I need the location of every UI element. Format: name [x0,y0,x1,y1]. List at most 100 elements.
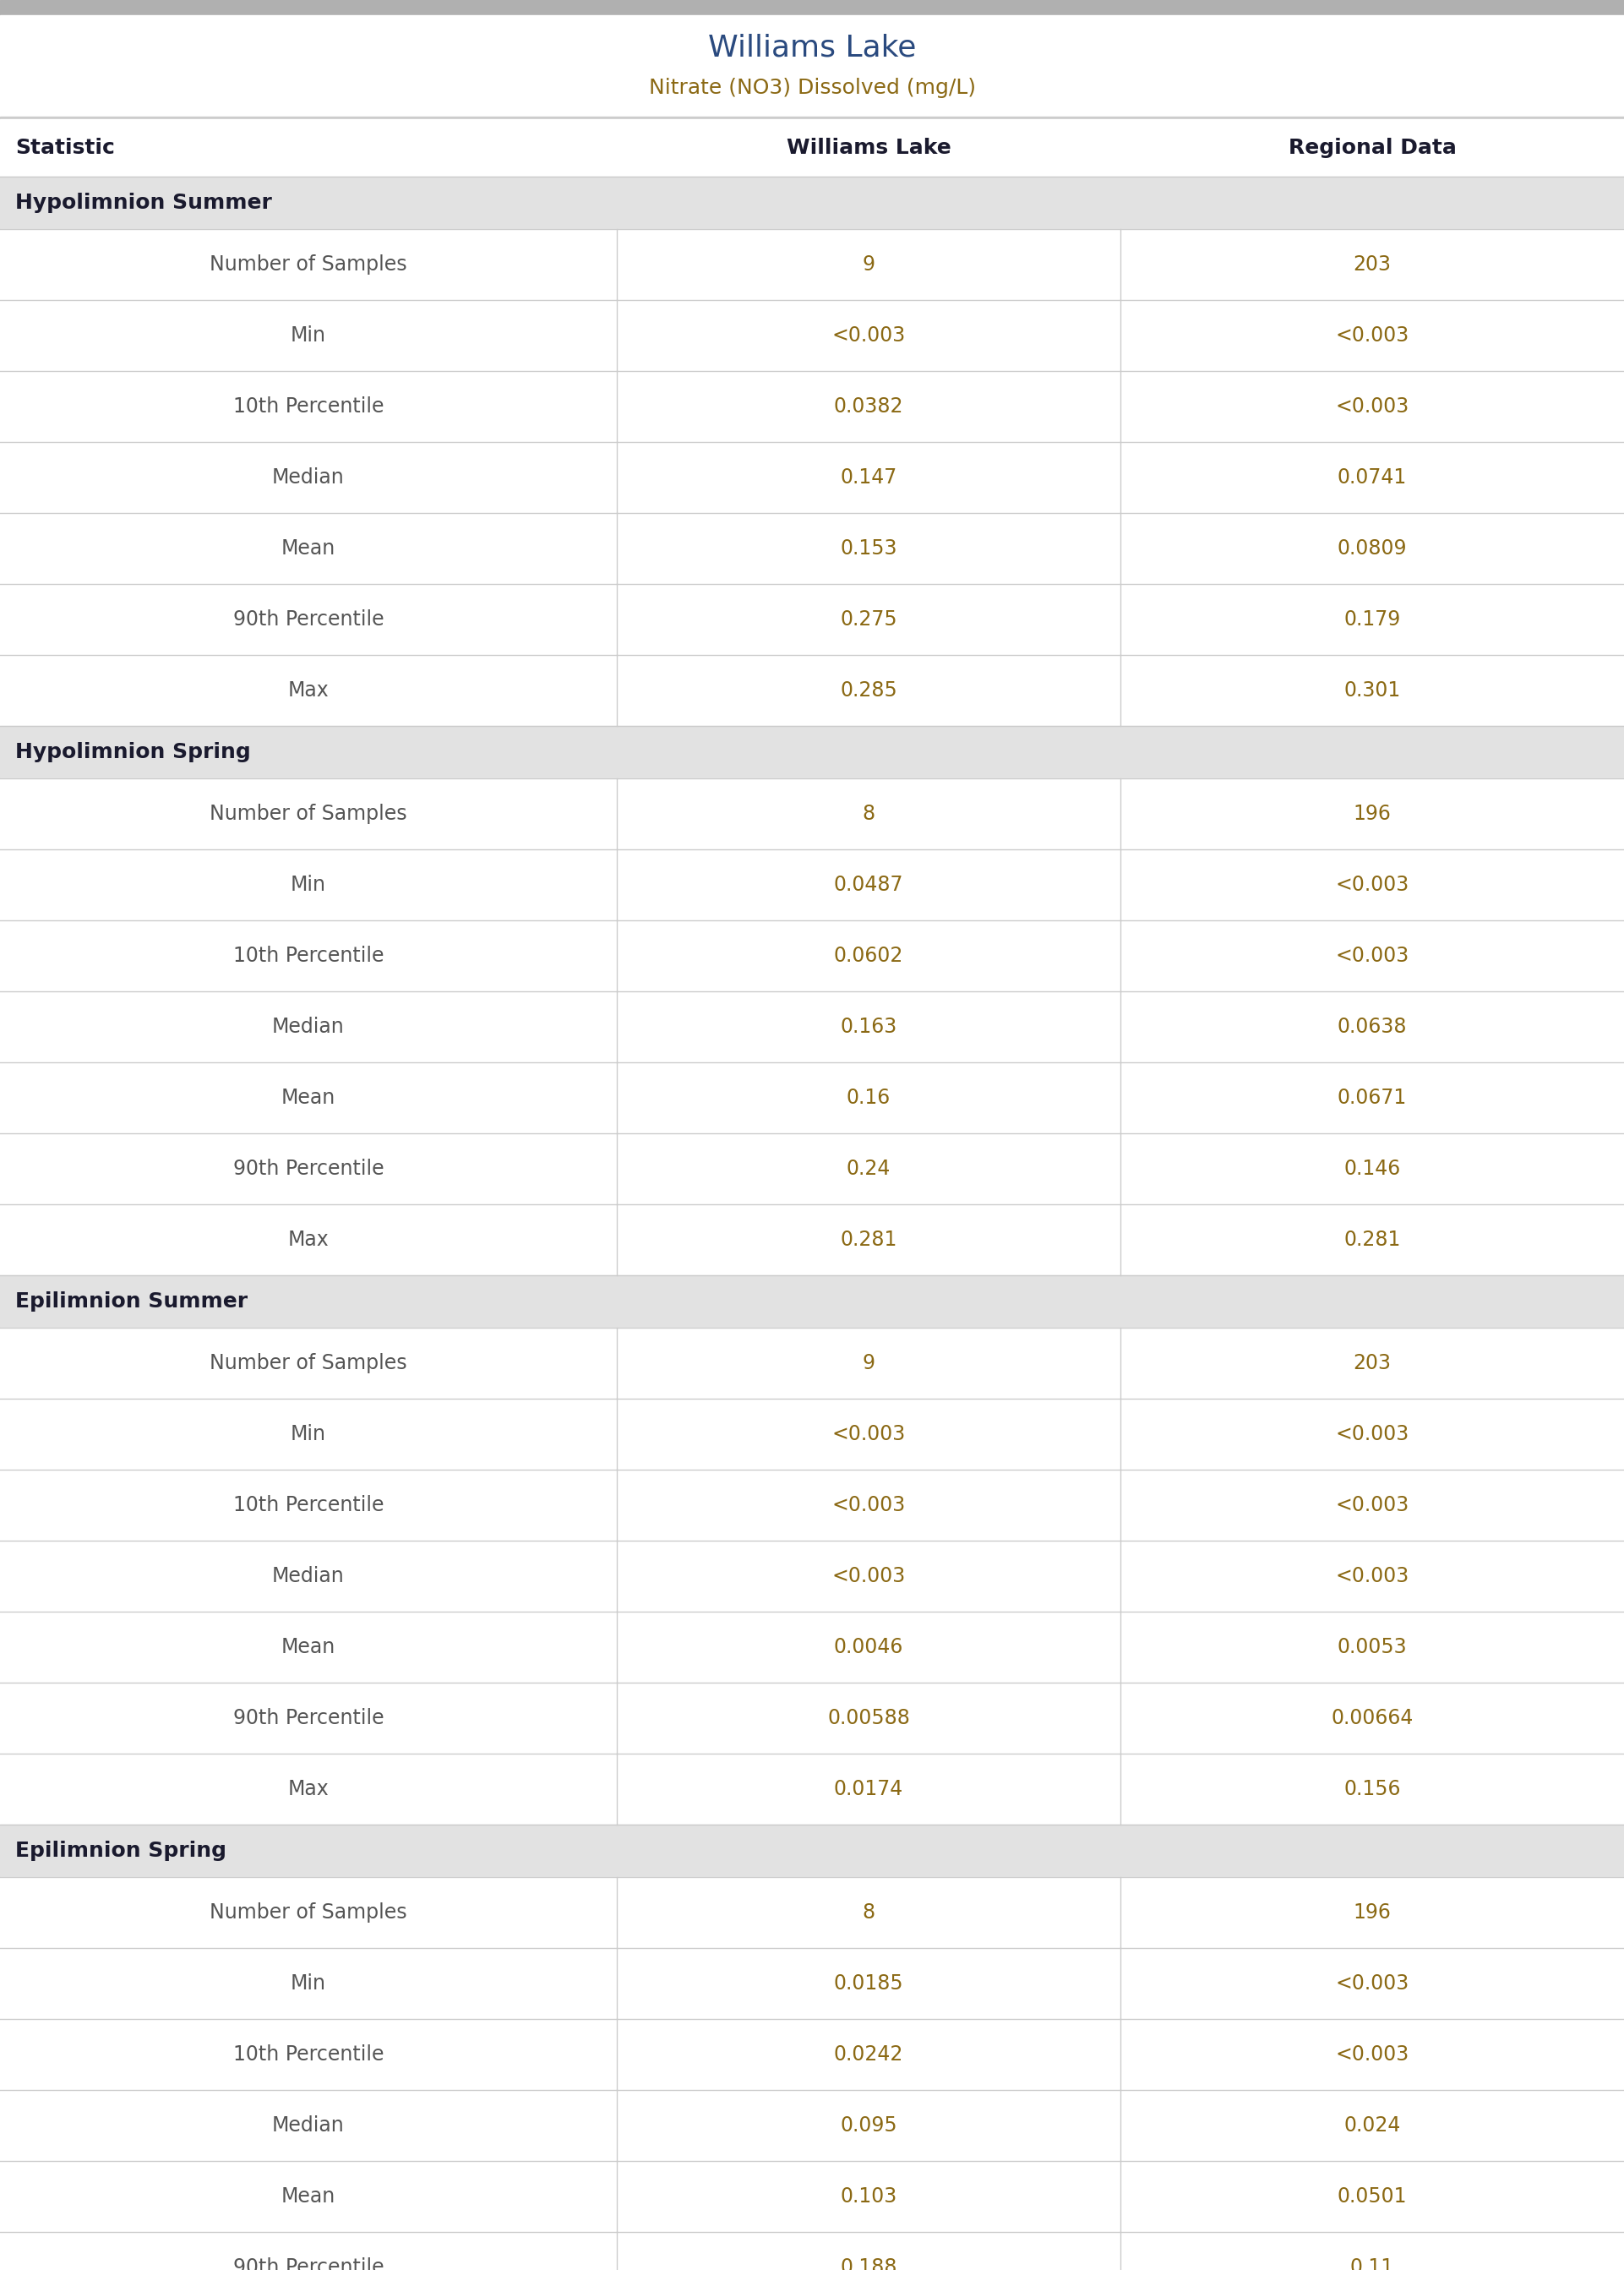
Text: Max: Max [287,1780,330,1800]
Text: 0.103: 0.103 [840,2186,896,2206]
Text: 0.285: 0.285 [840,681,896,701]
Text: 10th Percentile: 10th Percentile [232,1496,383,1516]
Text: 0.0638: 0.0638 [1337,1017,1406,1037]
Text: Regional Data: Regional Data [1288,138,1457,159]
Text: 0.0809: 0.0809 [1337,538,1406,558]
Text: 0.281: 0.281 [840,1230,896,1251]
Text: Median: Median [273,468,344,488]
Text: 196: 196 [1353,804,1392,824]
Text: 0.0382: 0.0382 [833,397,903,418]
Text: Mean: Mean [281,538,336,558]
Bar [0,1755,1624,1825]
Text: 0.301: 0.301 [1343,681,1400,701]
Text: <0.003: <0.003 [831,1423,906,1444]
Text: 0.0242: 0.0242 [833,2045,903,2066]
Text: Number of Samples: Number of Samples [209,1353,408,1373]
Text: Nitrate (NO3) Dissolved (mg/L): Nitrate (NO3) Dissolved (mg/L) [648,77,976,98]
Text: 0.0174: 0.0174 [833,1780,903,1800]
Text: <0.003: <0.003 [831,325,906,345]
Bar [0,1328,1624,1398]
Text: Mean: Mean [281,1087,336,1108]
Text: 0.24: 0.24 [846,1158,890,1178]
Text: 90th Percentile: 90th Percentile [232,1707,383,1727]
Text: Number of Samples: Number of Samples [209,1902,408,1923]
Bar [0,779,1624,849]
Text: Median: Median [273,2116,344,2136]
Bar [0,2161,1624,2231]
Text: 8: 8 [862,804,875,824]
Text: 90th Percentile: 90th Percentile [232,2256,383,2270]
Text: 0.11: 0.11 [1350,2256,1395,2270]
Text: Median: Median [273,1017,344,1037]
Text: 10th Percentile: 10th Percentile [232,947,383,967]
Bar [0,1062,1624,1133]
Text: Williams Lake: Williams Lake [708,34,916,61]
Bar [0,1612,1624,1682]
Bar [0,1276,1624,1328]
Text: Max: Max [287,681,330,701]
Bar [0,0,1624,16]
Text: Min: Min [291,1973,326,1993]
Text: 0.095: 0.095 [840,2116,896,2136]
Bar [0,1205,1624,1276]
Bar [0,177,1624,229]
Text: Min: Min [291,874,326,894]
Text: Min: Min [291,325,326,345]
Text: 203: 203 [1353,254,1392,275]
Text: 9: 9 [862,254,875,275]
Text: <0.003: <0.003 [831,1566,906,1587]
Text: 10th Percentile: 10th Percentile [232,397,383,418]
Text: <0.003: <0.003 [1335,1496,1410,1516]
Bar [0,849,1624,919]
Text: Min: Min [291,1423,326,1444]
Text: <0.003: <0.003 [1335,1566,1410,1587]
Bar [0,229,1624,300]
Text: Hypolimnion Spring: Hypolimnion Spring [15,742,250,763]
Bar [0,726,1624,779]
Text: 0.0185: 0.0185 [833,1973,903,1993]
Text: 0.163: 0.163 [840,1017,896,1037]
Text: 0.0602: 0.0602 [833,947,903,967]
Bar [0,513,1624,583]
Bar [0,583,1624,656]
Text: 0.00664: 0.00664 [1332,1707,1413,1727]
Text: 0.146: 0.146 [1343,1158,1400,1178]
Text: Number of Samples: Number of Samples [209,254,408,275]
Text: Median: Median [273,1566,344,1587]
Bar [0,1682,1624,1755]
Text: 0.275: 0.275 [840,608,896,629]
Text: <0.003: <0.003 [831,1496,906,1516]
Bar [0,656,1624,726]
Text: Mean: Mean [281,1637,336,1657]
Text: 0.0741: 0.0741 [1338,468,1406,488]
Bar [0,2018,1624,2091]
Text: Max: Max [287,1230,330,1251]
Bar [0,2091,1624,2161]
Text: 0.00588: 0.00588 [827,1707,909,1727]
Text: 196: 196 [1353,1902,1392,1923]
Bar [0,919,1624,992]
Text: Mean: Mean [281,2186,336,2206]
Bar [0,2231,1624,2270]
Text: 0.188: 0.188 [840,2256,896,2270]
Text: Epilimnion Spring: Epilimnion Spring [15,1841,226,1861]
Text: <0.003: <0.003 [1335,325,1410,345]
Bar [0,1825,1624,1877]
Text: <0.003: <0.003 [1335,397,1410,418]
Bar [0,16,1624,116]
Text: 0.147: 0.147 [840,468,896,488]
Bar [0,1469,1624,1541]
Text: 90th Percentile: 90th Percentile [232,1158,383,1178]
Bar [0,1398,1624,1469]
Text: Statistic: Statistic [15,138,115,159]
Text: <0.003: <0.003 [1335,1973,1410,1993]
Text: Williams Lake: Williams Lake [786,138,952,159]
Bar [0,1541,1624,1612]
Text: 0.024: 0.024 [1343,2116,1400,2136]
Bar [0,370,1624,443]
Text: 0.0053: 0.0053 [1337,1637,1406,1657]
Bar [0,1133,1624,1205]
Text: 0.0046: 0.0046 [833,1637,903,1657]
Text: 9: 9 [862,1353,875,1373]
Text: 10th Percentile: 10th Percentile [232,2045,383,2066]
